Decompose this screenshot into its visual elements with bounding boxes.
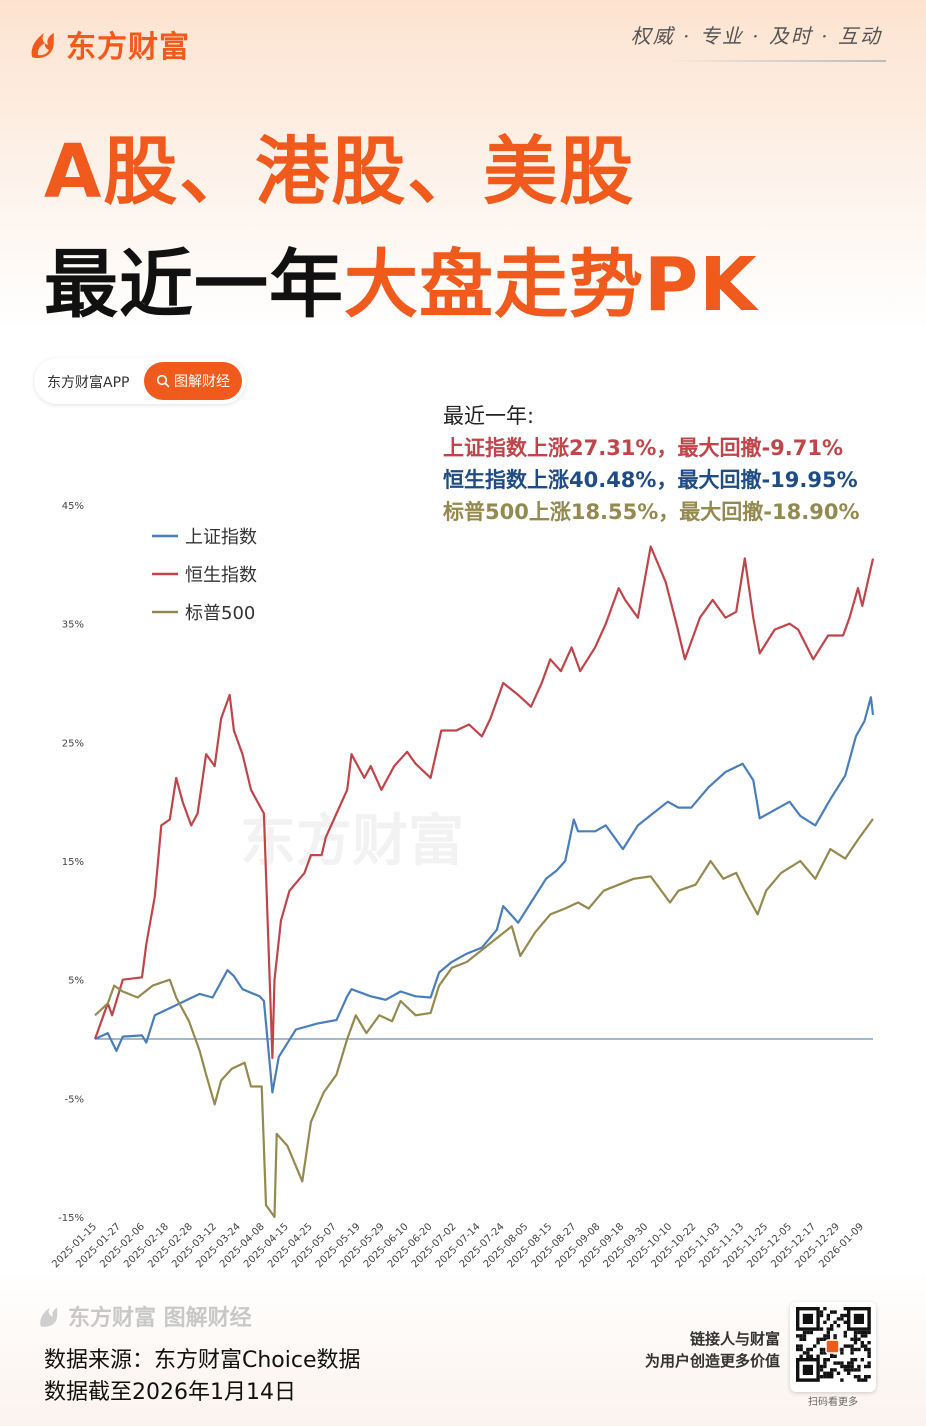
title-line-1: A股、港股、美股 xyxy=(44,129,636,215)
qr-code-icon xyxy=(796,1307,871,1382)
title-line-2-part-1: 最近一年 xyxy=(44,242,344,328)
qr-code[interactable] xyxy=(790,1302,876,1392)
tagline-line-1: 链接人与财富 xyxy=(689,1330,780,1348)
cutoff-line: 数据截至2026年1月14日 xyxy=(44,1380,296,1405)
brand-logo: 东方财富 xyxy=(26,22,190,66)
footer-brand-text: 东方财富 图解财经 xyxy=(68,1306,252,1331)
tagline-line-2: 为用户创造更多价值 xyxy=(644,1352,780,1370)
y-tick-label: -15% xyxy=(58,1213,84,1224)
series-line-2 xyxy=(94,818,874,1219)
summary-heading: 最近一年: xyxy=(443,404,535,428)
series-line-1 xyxy=(93,545,875,1060)
brand-name: 东方财富 xyxy=(66,30,190,65)
y-tick-label: 45% xyxy=(62,501,84,512)
app-search-pill[interactable]: 东方财富APP 图解财经 xyxy=(34,358,246,404)
legend-label-1: 恒生指数 xyxy=(185,565,257,586)
summary-line-hsi: 恒生指数上涨40.48%，最大回撤-19.95% xyxy=(443,468,858,492)
y-tick-label: 35% xyxy=(62,620,84,631)
app-name-label: 东方财富APP xyxy=(47,375,130,391)
title-line-2-part-2: 大盘走势PK xyxy=(344,242,758,328)
y-tick-label: 15% xyxy=(62,857,84,868)
flame-icon xyxy=(31,33,54,59)
slogan-underline xyxy=(666,60,886,62)
legend-label-0: 上证指数 xyxy=(185,527,257,548)
summary-line-sse: 上证指数上涨27.31%，最大回撤-9.71% xyxy=(443,436,844,460)
flame-icon xyxy=(40,1307,58,1327)
tagline: 链接人与财富 为用户创造更多价值 xyxy=(612,1328,780,1372)
legend-label-2: 标普500 xyxy=(185,603,255,624)
series-line-0 xyxy=(94,696,875,1094)
chart-watermark: 东方财富 xyxy=(240,809,464,874)
footer-brand: 东方财富 图解财经 xyxy=(36,1300,252,1332)
y-tick-label: -5% xyxy=(65,1094,84,1105)
title-line-2: 最近一年大盘走势PK xyxy=(44,225,758,332)
search-button-label: 图解财经 xyxy=(174,374,230,390)
slogan: 权威 · 专业 · 及时 · 互动 xyxy=(630,24,882,48)
summary-box: 最近一年: 上证指数上涨27.31%，最大回撤-9.71% 恒生指数上涨40.4… xyxy=(443,400,859,528)
data-source: 数据来源：东方财富Choice数据 数据截至2026年1月14日 xyxy=(44,1345,361,1409)
summary-line-spx: 标普500上涨18.55%，最大回撤-18.90% xyxy=(443,500,860,524)
search-button[interactable]: 图解财经 xyxy=(144,362,242,400)
qr-code-label: 扫码看更多 xyxy=(808,1397,858,1408)
y-tick-label: 25% xyxy=(62,738,84,749)
y-tick-label: 5% xyxy=(68,976,84,987)
source-line: 数据来源：东方财富Choice数据 xyxy=(44,1348,361,1373)
search-icon xyxy=(156,374,170,388)
